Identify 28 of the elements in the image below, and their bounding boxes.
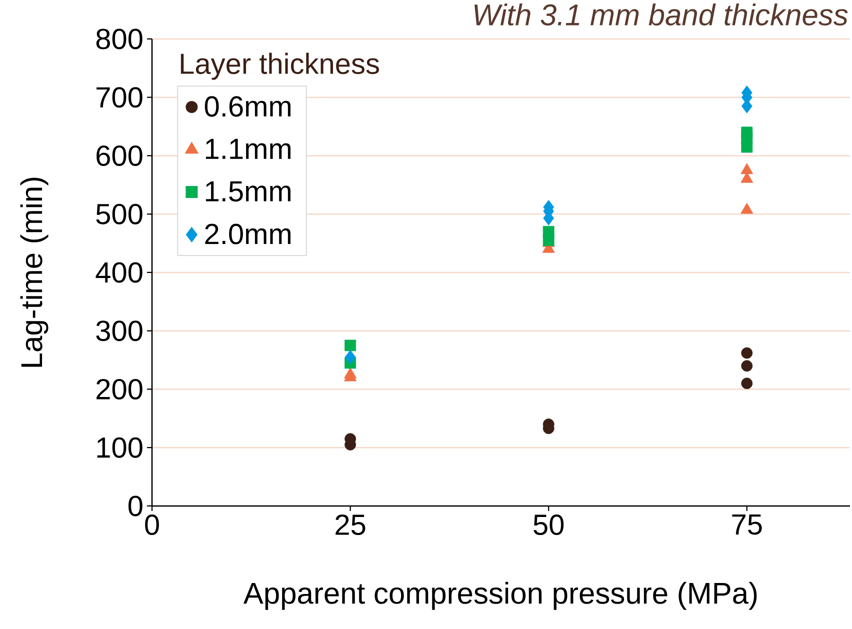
point [741,378,753,390]
legend-label: 0.6mm [204,96,290,117]
point [741,360,753,372]
x-tick-label: 25 [336,514,366,536]
y-tick-label: 100 [97,437,142,458]
y-tick-label: 600 [96,145,142,166]
y-tick-label: 200 [96,378,142,400]
x-tick-label: 75 [732,514,762,535]
y-tick-label: 500 [96,204,142,224]
text: With 3.1 mm band thickness [474,4,848,26]
legend-label: 2.0mm [205,224,290,244]
y-axis-title: Lag-time (min) [20,178,48,367]
y-tick-label: 300 [96,320,142,342]
legend-label: 1.1mm [206,138,290,159]
y-tick-label: 0 [128,496,142,516]
legend-label: 1.5mm [206,181,290,202]
x-axis-title: Apparent compression pressure (MPa) [243,582,757,610]
y-tick-label: 400 [96,262,142,283]
x-tick-label: 0 [145,514,159,536]
point [741,141,753,153]
point [741,347,753,359]
point [344,340,356,352]
y-tick-label: 800 [96,28,142,50]
point [344,350,356,364]
point [740,163,754,174]
x-tick-label: 50 [534,514,564,536]
y-tick-label: 700 [96,87,142,108]
legend-title: Layer thickness [180,52,379,80]
